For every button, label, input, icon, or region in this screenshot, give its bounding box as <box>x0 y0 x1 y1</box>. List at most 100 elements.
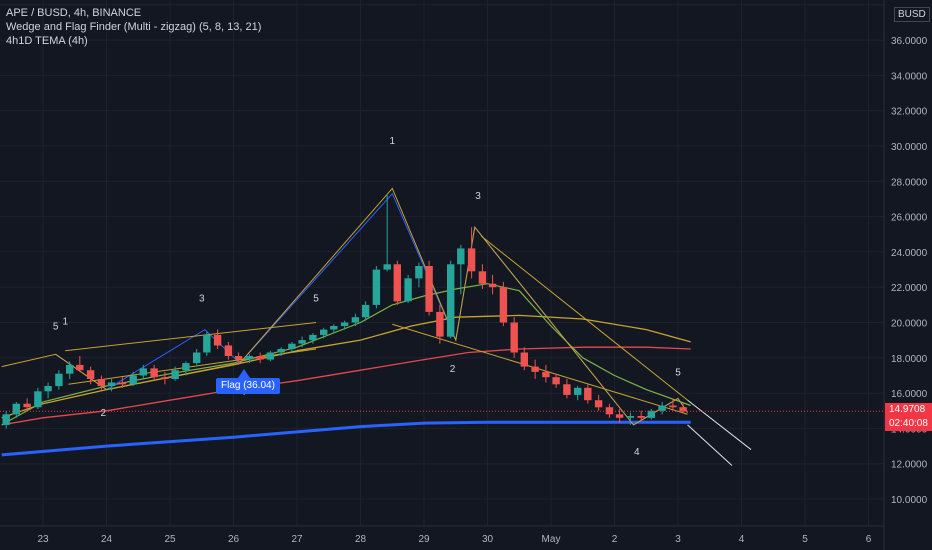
candle[interactable] <box>510 317 518 358</box>
candle[interactable] <box>171 366 179 381</box>
candle[interactable] <box>457 244 465 295</box>
candlesticks[interactable] <box>2 193 687 429</box>
candle[interactable] <box>288 341 296 353</box>
candle[interactable] <box>107 378 116 392</box>
time-tick-label: 5 <box>802 534 808 545</box>
candle[interactable] <box>563 378 571 399</box>
price-tick-label: 18.0000 <box>891 354 928 365</box>
candle[interactable] <box>552 373 560 388</box>
candle[interactable] <box>340 320 349 330</box>
indicator-wedge-flag-finder[interactable]: Wedge and Flag Finder (Multi - zigzag) (… <box>6 21 262 33</box>
time-tick-label: 24 <box>101 534 113 545</box>
candle[interactable] <box>542 364 550 383</box>
candle[interactable] <box>626 412 635 425</box>
candle[interactable] <box>34 387 42 409</box>
candle[interactable] <box>97 375 106 390</box>
candle[interactable] <box>658 401 666 415</box>
candle[interactable] <box>488 274 497 295</box>
candle[interactable] <box>44 382 52 399</box>
candle-body <box>277 349 285 353</box>
price-tick-label: 20.0000 <box>891 319 928 330</box>
candle[interactable] <box>669 398 677 409</box>
candle[interactable] <box>499 281 508 327</box>
candle[interactable] <box>182 361 190 376</box>
price-tick-label: 30.0000 <box>891 142 928 153</box>
indicator-tema[interactable]: 4h1D TEMA (4h) <box>6 35 88 47</box>
candle[interactable] <box>372 266 381 309</box>
pivot-label: 5 <box>313 293 319 304</box>
time-axis[interactable]: 23 24 25 26 27 28 29 30 May 2 3 4 5 6 <box>0 525 884 545</box>
candle-body <box>213 334 222 346</box>
candle[interactable] <box>679 403 687 413</box>
candle[interactable] <box>224 341 233 360</box>
candle-body <box>658 405 666 411</box>
candle[interactable] <box>415 262 423 288</box>
candle[interactable] <box>436 304 444 344</box>
candle[interactable] <box>520 347 528 371</box>
candle[interactable] <box>531 359 539 379</box>
flag-pattern-label: Flag (36.04) <box>216 378 280 394</box>
candle[interactable] <box>55 370 63 390</box>
candle-body <box>669 405 677 408</box>
candle[interactable] <box>605 403 614 418</box>
candle-body <box>510 322 518 353</box>
price-tick-label: 34.0000 <box>891 71 928 82</box>
time-tick-label: 23 <box>37 534 49 545</box>
candle[interactable] <box>594 394 603 411</box>
series-line <box>1 283 691 426</box>
candle[interactable] <box>234 352 243 365</box>
time-tick-label: 2 <box>612 534 618 545</box>
candle[interactable] <box>584 384 592 404</box>
candle[interactable] <box>309 333 317 344</box>
candle[interactable] <box>203 331 211 357</box>
candle-body <box>552 377 560 385</box>
candle[interactable] <box>86 366 95 385</box>
candle-body <box>266 352 274 360</box>
candle[interactable] <box>2 410 10 429</box>
candle[interactable] <box>361 301 370 321</box>
candle[interactable] <box>298 336 306 348</box>
candle[interactable] <box>213 329 222 349</box>
candle[interactable] <box>193 348 201 365</box>
candle[interactable] <box>161 371 169 385</box>
candle[interactable] <box>12 401 20 418</box>
candle[interactable] <box>467 227 476 279</box>
candle[interactable] <box>447 260 455 339</box>
candle[interactable] <box>245 354 254 364</box>
candle-body <box>298 340 306 344</box>
wedge-boundary-line <box>687 424 733 466</box>
candle-body <box>647 410 655 418</box>
candle[interactable] <box>404 274 412 304</box>
candle[interactable] <box>637 410 645 422</box>
candle-body <box>107 382 116 386</box>
price-tick-label: 26.0000 <box>891 213 928 224</box>
candle[interactable] <box>647 408 655 420</box>
candle[interactable] <box>129 371 137 387</box>
candle[interactable] <box>478 264 487 289</box>
candle-body <box>320 329 328 335</box>
candle[interactable] <box>76 356 84 372</box>
candle[interactable] <box>615 408 624 424</box>
candle[interactable] <box>150 364 158 381</box>
candle-body <box>637 416 645 418</box>
candle[interactable] <box>383 193 391 272</box>
candle[interactable] <box>393 260 401 305</box>
candle[interactable] <box>23 398 31 411</box>
candle[interactable] <box>256 352 264 364</box>
candle-body <box>574 387 582 395</box>
candle[interactable] <box>139 364 147 379</box>
candle[interactable] <box>266 350 274 362</box>
candle[interactable] <box>574 386 582 401</box>
candle[interactable] <box>118 377 127 388</box>
candle-body <box>563 384 571 395</box>
candle[interactable] <box>277 347 285 357</box>
candle[interactable] <box>425 260 433 316</box>
pivot-label: 1 <box>389 136 395 147</box>
candle[interactable] <box>320 327 328 339</box>
candle[interactable] <box>330 324 338 334</box>
symbol-title[interactable]: APE / BUSD, 4h, BINANCE <box>6 7 142 19</box>
candle[interactable] <box>351 313 360 327</box>
time-tick-label: 6 <box>866 534 872 545</box>
candle[interactable] <box>66 361 74 379</box>
